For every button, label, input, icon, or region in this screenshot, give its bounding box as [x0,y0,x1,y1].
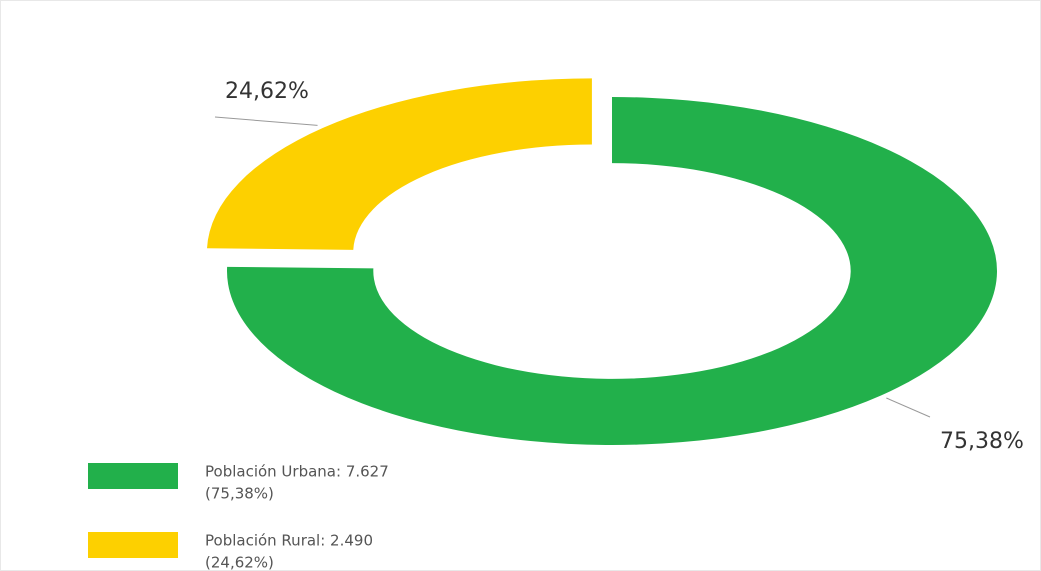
donut-slice [207,78,592,250]
legend-swatch [88,532,178,558]
legend-text: (75,38%) [205,485,274,503]
legend-text: (24,62%) [205,554,274,571]
leader-line [886,397,931,418]
slice-label: 24,62% [225,79,309,104]
legend-text: Población Urbana: 7.627 [205,463,389,481]
legend-swatch [88,463,178,489]
legend-text: Población Rural: 2.490 [205,532,373,550]
donut-slice [227,97,998,445]
leader-line [214,116,318,126]
slice-label: 75,38% [940,429,1024,454]
